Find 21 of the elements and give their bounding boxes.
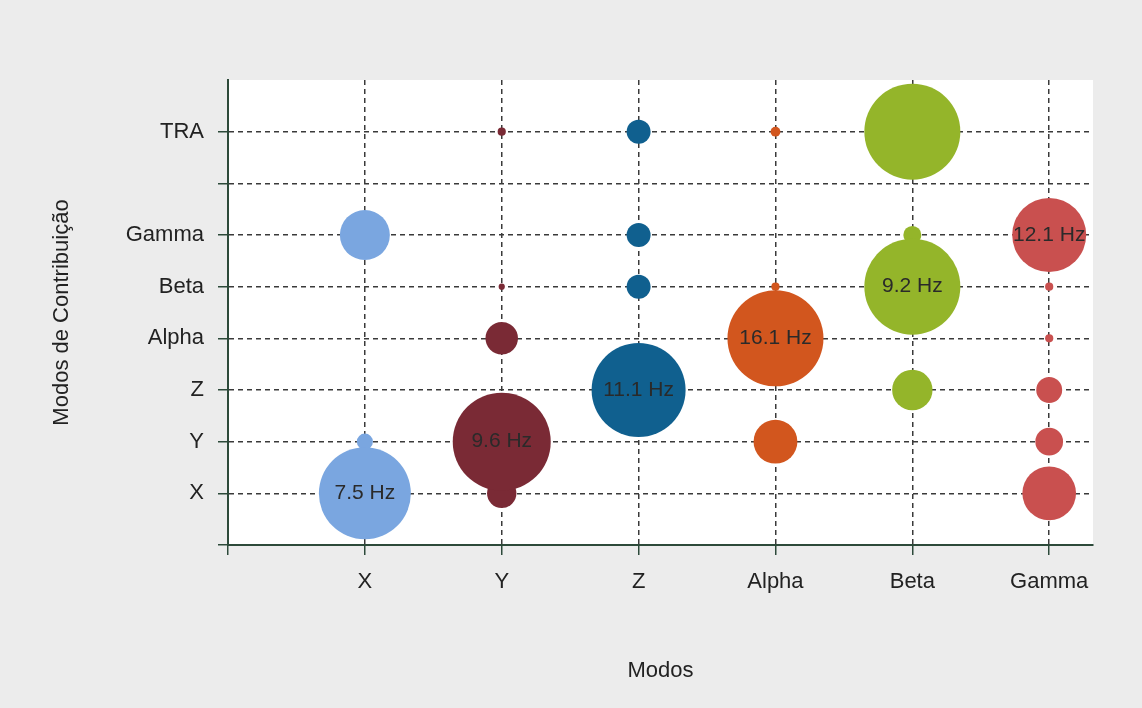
annotation: 7.5 Hz	[334, 480, 396, 504]
annotation: 9.2 Hz	[881, 273, 943, 297]
x-tick-label: Beta	[889, 568, 936, 594]
category-label: Alpha	[147, 324, 204, 350]
category-label: TRA	[160, 117, 204, 143]
annotation: 16.1 Hz	[739, 325, 812, 349]
x-tick-label: Alpha	[747, 568, 805, 594]
x-tick-label: Z	[631, 568, 646, 594]
category-label: Z	[190, 376, 204, 402]
category-label: X	[189, 479, 204, 505]
x-axis-title: Modos	[627, 656, 694, 682]
text: Modos de Contribuição	[48, 199, 74, 426]
x-tick-label: X	[357, 568, 373, 594]
category-label: Beta	[158, 272, 204, 298]
annotation: 11.1 Hz	[603, 376, 675, 400]
annotation: 9.6 Hz	[471, 428, 533, 452]
category-label: Y	[189, 427, 204, 453]
category-label: Gamma	[125, 221, 204, 247]
x-tick-label: Y	[494, 568, 510, 594]
annotation: 12.1 Hz	[1013, 221, 1086, 245]
x-tick-label: Gamma	[1010, 568, 1090, 594]
